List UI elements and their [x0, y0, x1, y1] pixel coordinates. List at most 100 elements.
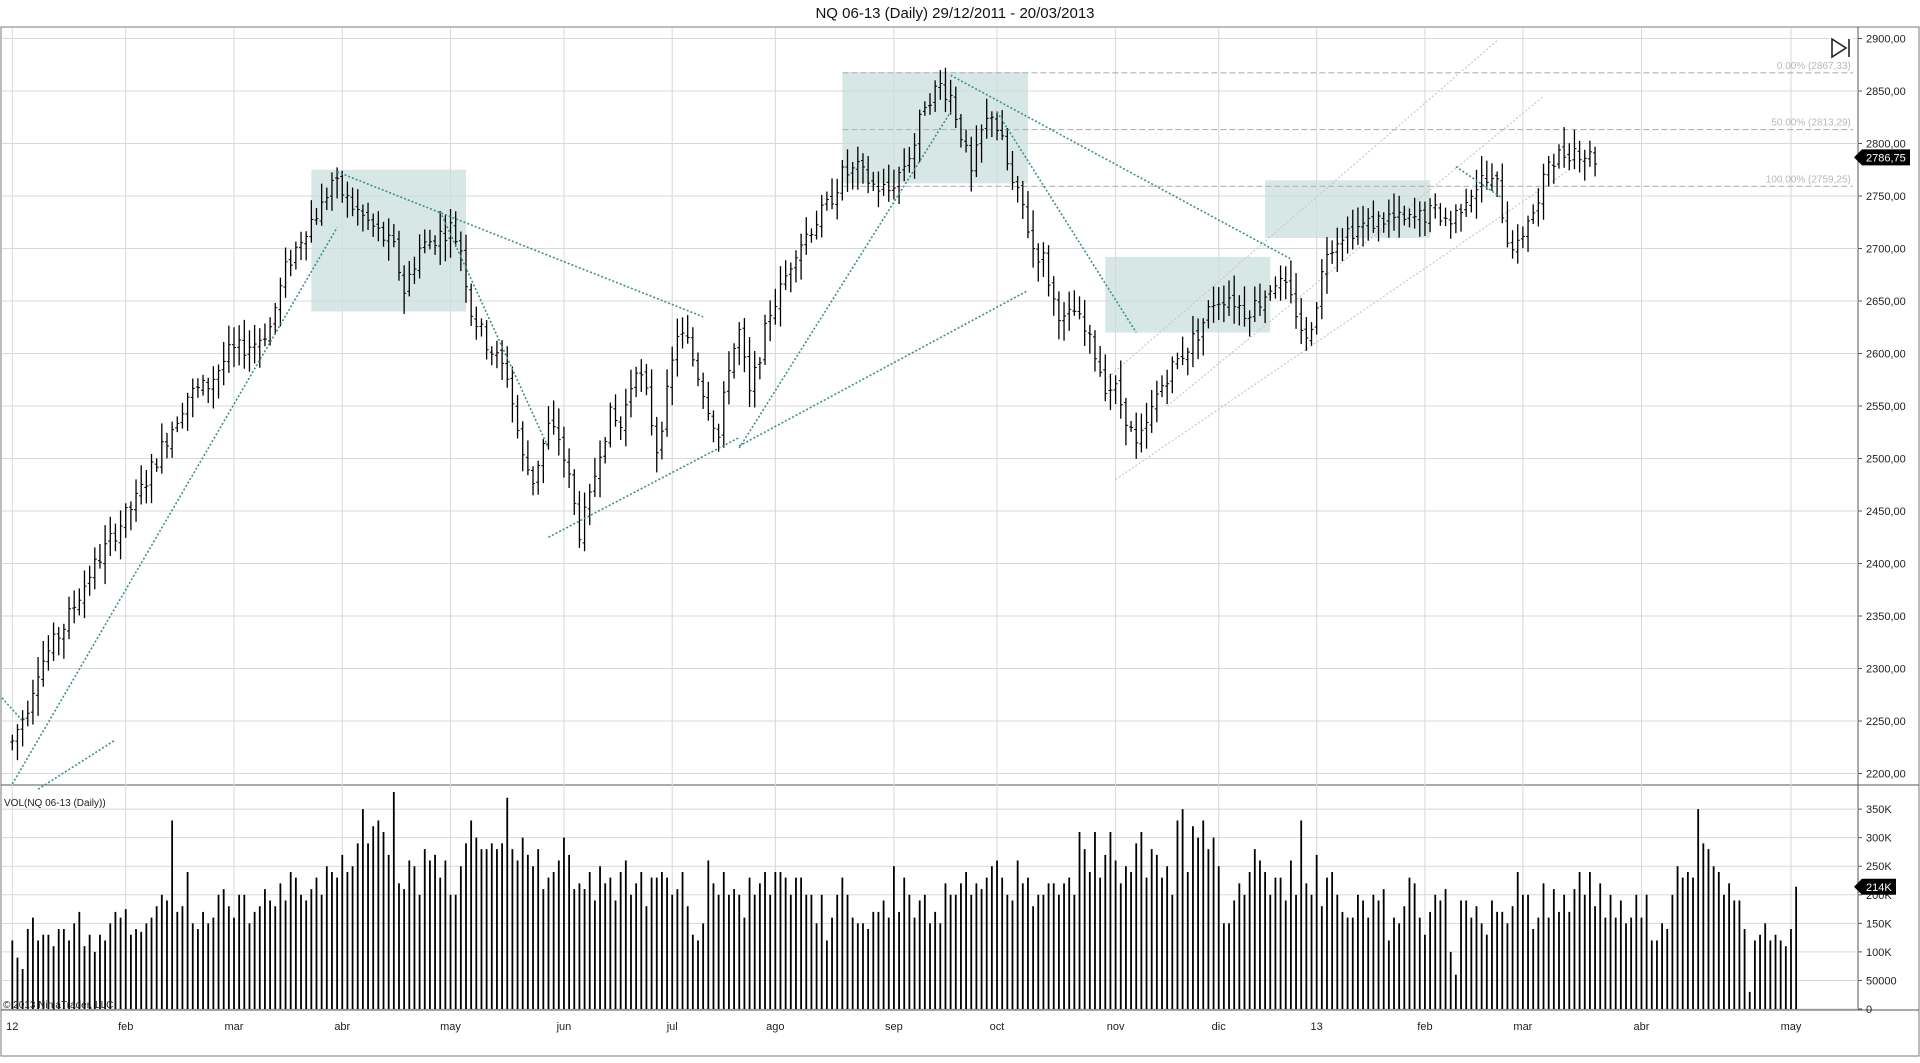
price-bar — [319, 183, 324, 226]
price-bar — [840, 160, 845, 201]
price-bar — [809, 228, 814, 243]
price-bar — [1098, 345, 1103, 377]
price-bar — [525, 440, 530, 476]
copyright-notice: © 2013 NinjaTrader, LLC — [3, 1000, 113, 1011]
price-bar — [989, 111, 994, 138]
consolidation-zone — [1105, 256, 1271, 333]
price-bar — [180, 402, 185, 429]
price-bar — [582, 492, 587, 552]
price-bar — [134, 479, 139, 522]
price-bar — [618, 416, 623, 441]
price-bar — [515, 395, 520, 439]
price-bar — [1154, 380, 1159, 423]
price-tick-label: 2400,00 — [1866, 559, 1906, 571]
price-bar — [293, 241, 298, 270]
price-bar — [1077, 296, 1082, 320]
price-bar — [1484, 160, 1489, 190]
volume-tick-label: 50000 — [1866, 975, 1897, 987]
price-bar — [1474, 169, 1479, 219]
price-bar — [623, 388, 628, 447]
price-bar — [427, 229, 432, 250]
price-bar — [1288, 260, 1293, 304]
price-bar — [773, 288, 778, 325]
price-bar — [10, 734, 15, 751]
price-bar — [1361, 205, 1366, 247]
price-bar — [278, 277, 283, 327]
chart-title: NQ 06-13 (Daily) 29/12/2011 - 20/03/2013 — [815, 5, 1094, 22]
price-bar — [1392, 193, 1396, 231]
price-bar — [1227, 280, 1232, 316]
price-bar — [201, 374, 206, 396]
price-bar — [128, 501, 133, 531]
price-bar — [206, 377, 211, 403]
price-bar — [1489, 163, 1494, 192]
price-bar — [1350, 209, 1355, 250]
price-bar — [1087, 324, 1092, 354]
price-bar — [1335, 227, 1340, 272]
price-bar — [1252, 286, 1257, 323]
price-bar — [355, 189, 360, 226]
price-bar — [943, 67, 948, 113]
price-bar — [391, 223, 396, 248]
price-bar — [881, 168, 886, 196]
price-bar — [866, 155, 871, 194]
price-bar — [696, 352, 700, 387]
price-bar — [706, 381, 711, 421]
price-tick-label: 2550,00 — [1866, 401, 1906, 413]
price-bar — [1196, 318, 1201, 360]
price-bar — [1536, 188, 1541, 227]
price-bar — [175, 416, 180, 433]
price-bar — [1526, 215, 1531, 252]
month-tick-label: oct — [990, 1021, 1005, 1033]
price-bar — [1355, 207, 1360, 245]
price-bar — [922, 101, 927, 116]
price-bar — [1546, 156, 1551, 187]
price-tick-label: 2750,00 — [1866, 191, 1906, 203]
price-bar — [1309, 322, 1314, 346]
price-bar — [46, 635, 51, 671]
price-bar — [907, 146, 912, 173]
play-end-icon[interactable] — [1829, 36, 1853, 60]
trend-lines — [1, 74, 1503, 790]
price-tick-label: 2650,00 — [1866, 296, 1906, 308]
price-bar — [1314, 301, 1319, 335]
price-bar — [835, 178, 840, 220]
month-tick-label: ago — [766, 1021, 784, 1033]
price-bar — [20, 710, 25, 747]
price-bar — [1299, 297, 1304, 345]
price-bar — [1371, 200, 1376, 233]
price-bar — [1031, 210, 1036, 268]
price-bar — [592, 457, 597, 497]
price-bar — [190, 378, 195, 418]
price-bar — [1407, 208, 1412, 228]
price-bar — [288, 249, 293, 277]
price-bar — [721, 381, 726, 448]
month-tick-label: nov — [1107, 1021, 1125, 1033]
price-tick-label: 2800,00 — [1866, 139, 1906, 151]
price-bar — [237, 325, 242, 366]
price-bar — [1443, 207, 1448, 227]
price-bar — [788, 262, 793, 293]
month-tick-label: jul — [666, 1021, 678, 1033]
volume-tick-label: 100K — [1866, 947, 1892, 959]
price-bar — [1531, 204, 1536, 225]
price-bar — [1448, 210, 1453, 239]
price-bar — [783, 260, 788, 290]
price-bar — [118, 510, 123, 560]
price-bar — [350, 187, 355, 217]
price-bar — [701, 372, 706, 409]
price-bar — [510, 366, 515, 423]
price-bar — [1330, 240, 1335, 264]
channel-line — [1166, 95, 1544, 407]
price-bar — [164, 432, 169, 459]
price-bar — [974, 125, 979, 178]
price-bar — [1082, 299, 1087, 346]
price-bar — [577, 491, 582, 548]
volume-tick-label: 0 — [1866, 1004, 1872, 1016]
price-bar — [15, 724, 20, 761]
price-bar — [422, 229, 427, 254]
price-bar — [1500, 163, 1505, 224]
price-bar — [520, 421, 525, 472]
price-bar — [1175, 352, 1180, 370]
last-price-tag: 2786,75 — [1854, 149, 1910, 166]
